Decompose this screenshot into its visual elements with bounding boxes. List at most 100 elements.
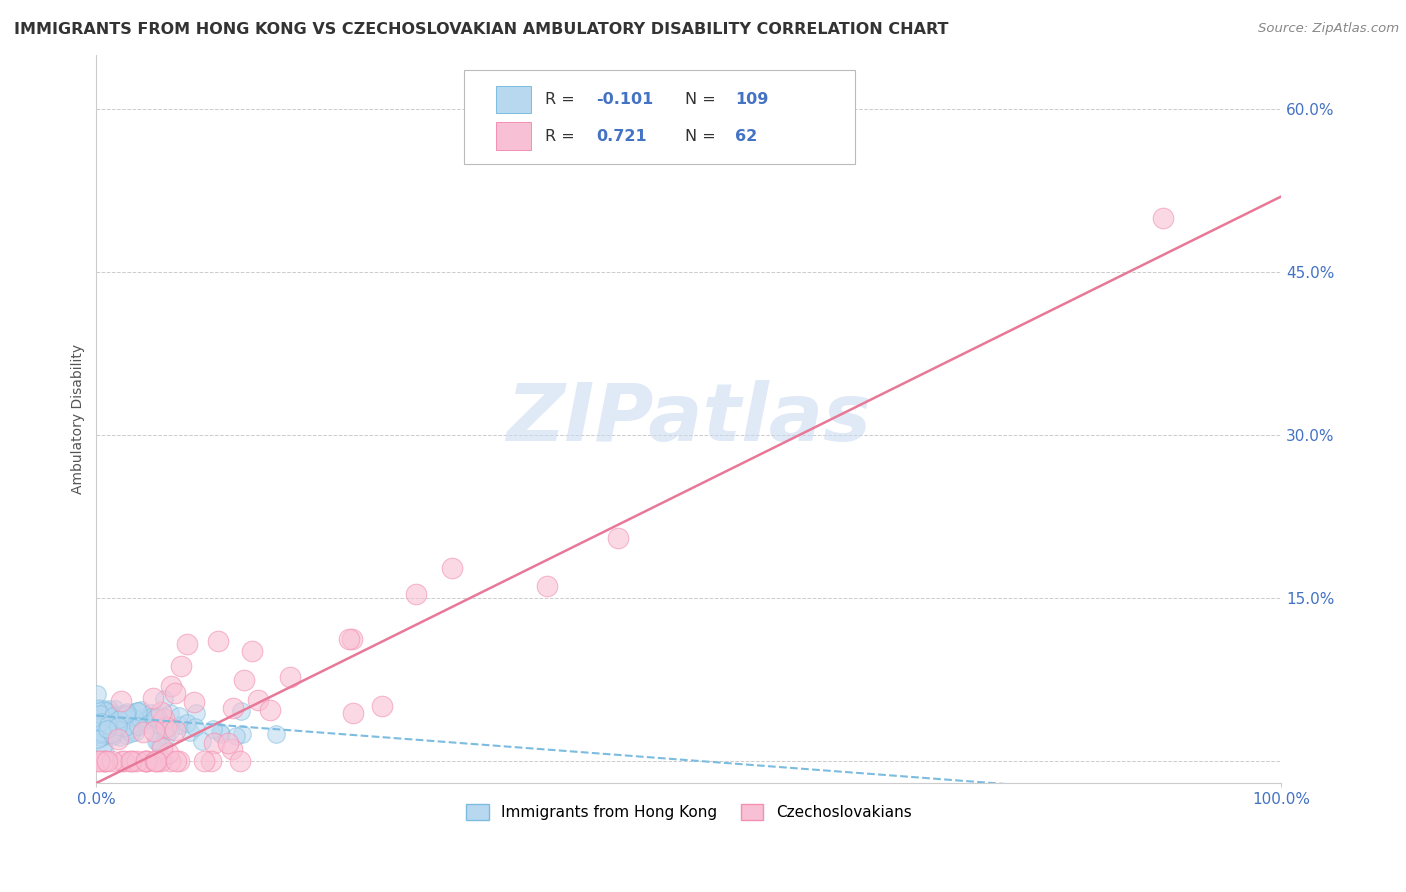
Point xyxy=(93,754,115,768)
Point xyxy=(124,725,146,739)
Point xyxy=(115,705,138,719)
Point xyxy=(93,746,115,760)
Point xyxy=(342,706,364,720)
Point xyxy=(146,754,169,768)
Text: IMMIGRANTS FROM HONG KONG VS CZECHOSLOVAKIAN AMBULATORY DISABILITY CORRELATION C: IMMIGRANTS FROM HONG KONG VS CZECHOSLOVA… xyxy=(14,22,949,37)
Point xyxy=(142,691,165,706)
Point xyxy=(94,728,117,742)
Point xyxy=(146,709,169,723)
Point xyxy=(107,731,129,746)
Point xyxy=(114,709,136,723)
Text: R =: R = xyxy=(546,128,581,144)
Point xyxy=(193,754,215,768)
Point xyxy=(200,754,222,768)
Point xyxy=(606,531,628,545)
Point xyxy=(89,720,111,734)
Point xyxy=(115,721,138,735)
FancyBboxPatch shape xyxy=(496,86,531,113)
Point xyxy=(153,724,176,739)
Point xyxy=(96,722,118,736)
Point xyxy=(100,727,122,741)
Point xyxy=(97,718,120,732)
Point xyxy=(340,632,363,647)
Text: ZIPatlas: ZIPatlas xyxy=(506,380,872,458)
Point xyxy=(143,754,166,768)
Point xyxy=(100,754,122,768)
Point xyxy=(122,711,145,725)
Point xyxy=(201,722,224,736)
Point xyxy=(337,632,360,647)
Point xyxy=(91,739,114,753)
Point xyxy=(93,713,115,727)
Point xyxy=(148,709,170,723)
Point xyxy=(155,729,177,743)
Point xyxy=(114,720,136,734)
Point xyxy=(94,726,117,740)
Point xyxy=(280,670,302,684)
Point xyxy=(118,712,141,726)
Point xyxy=(131,703,153,717)
Point xyxy=(167,708,190,723)
Point xyxy=(101,709,124,723)
Point xyxy=(179,724,201,739)
Point xyxy=(136,711,159,725)
Point xyxy=(87,721,110,735)
Point xyxy=(111,707,134,722)
Point xyxy=(97,701,120,715)
Point xyxy=(124,715,146,730)
Point xyxy=(207,634,229,648)
Text: -0.101: -0.101 xyxy=(596,92,654,107)
Point xyxy=(127,705,149,719)
Point xyxy=(225,729,247,743)
Point xyxy=(134,710,156,724)
Point xyxy=(86,687,108,701)
Point xyxy=(94,704,117,718)
Point xyxy=(169,718,191,732)
Point xyxy=(184,706,207,720)
Point xyxy=(90,726,112,740)
Point xyxy=(159,706,181,720)
Point xyxy=(94,754,117,768)
Point xyxy=(259,702,281,716)
Point xyxy=(233,673,256,687)
Point xyxy=(108,711,131,725)
Point xyxy=(222,701,245,715)
Point xyxy=(136,712,159,726)
Point xyxy=(139,710,162,724)
Point xyxy=(440,560,463,574)
Point xyxy=(100,713,122,727)
Point xyxy=(100,721,122,735)
Point xyxy=(120,754,142,768)
Point xyxy=(159,723,181,738)
Y-axis label: Ambulatory Disability: Ambulatory Disability xyxy=(72,344,86,494)
Point xyxy=(101,727,124,741)
Point xyxy=(86,702,108,716)
Point xyxy=(93,716,115,731)
Point xyxy=(176,637,198,651)
Point xyxy=(87,701,110,715)
Point xyxy=(125,704,148,718)
Point xyxy=(208,724,231,739)
Point xyxy=(110,694,132,708)
Point xyxy=(104,719,127,733)
Point xyxy=(176,715,198,730)
Point xyxy=(89,711,111,725)
Point xyxy=(118,754,141,768)
Point xyxy=(229,754,252,768)
Point xyxy=(152,712,174,726)
Point xyxy=(96,754,118,768)
Point xyxy=(149,738,172,752)
Point xyxy=(115,716,138,731)
Point xyxy=(1152,211,1174,226)
Point xyxy=(159,680,181,694)
Point xyxy=(93,754,115,768)
Point xyxy=(202,736,225,750)
Point xyxy=(101,729,124,743)
Point xyxy=(87,725,110,739)
Point xyxy=(150,740,173,755)
Point xyxy=(89,711,111,725)
Point xyxy=(191,734,214,748)
Point xyxy=(87,709,110,723)
Point xyxy=(167,754,190,768)
Legend: Immigrants from Hong Kong, Czechoslovakians: Immigrants from Hong Kong, Czechoslovaki… xyxy=(460,798,918,826)
